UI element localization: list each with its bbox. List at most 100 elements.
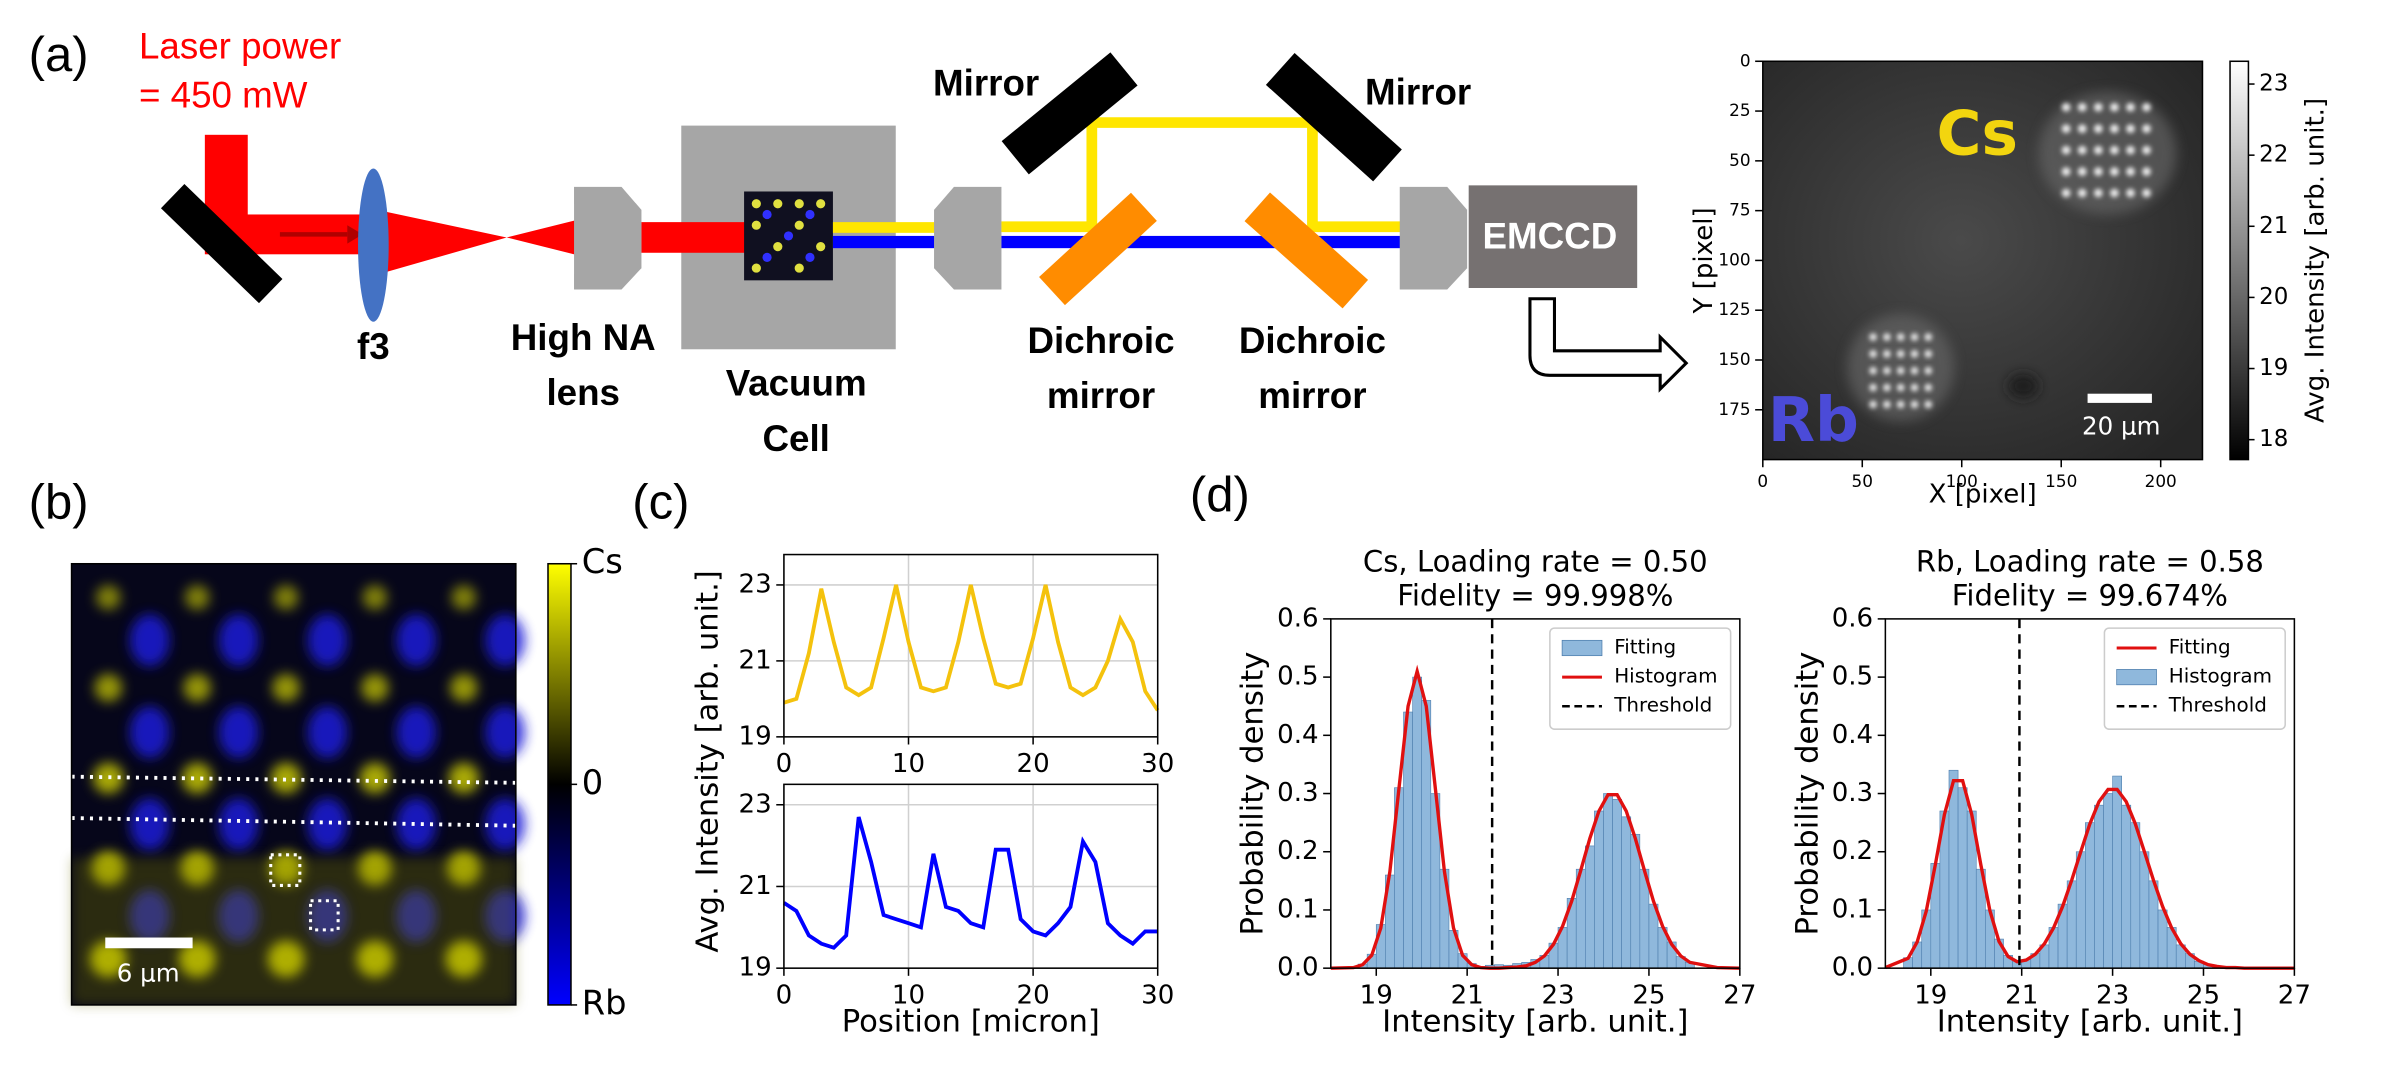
x-axis-label: Intensity [arb. unit.]	[1937, 1004, 2243, 1039]
image-spot	[1896, 333, 1905, 341]
x-tick-label: 30	[1141, 981, 1174, 1011]
rb-fluorescence	[832, 235, 941, 249]
legend-box	[2103, 627, 2286, 730]
image-spot	[129, 798, 170, 851]
hist-bar	[2121, 804, 2132, 969]
mirror-label: Mirror	[933, 62, 1039, 103]
hist-bar	[2139, 851, 2150, 969]
plot-frame	[783, 553, 1159, 738]
x-tick-label: 0	[1757, 471, 1768, 491]
y-tick-label: 0.4	[1277, 720, 1318, 750]
chart-title: Rb, Loading rate = 0.58	[1916, 545, 2264, 579]
y-tick-label: 23	[739, 789, 772, 819]
hist-bar	[1412, 676, 1423, 969]
lens-label: f3	[357, 326, 390, 367]
colorbar-tick-label: 21	[2259, 213, 2288, 239]
image-spot	[2094, 124, 2103, 133]
y-tick-label: 0.5	[1277, 662, 1318, 692]
y-tick-label: 0.3	[1832, 778, 1873, 808]
image-spot	[129, 614, 170, 667]
setup-diagram: Laser power = 450 mW f3 High NA lens Vac…	[139, 26, 1689, 459]
profile-line	[71, 816, 516, 828]
objective	[574, 186, 642, 290]
x-tick-label: 20	[1017, 981, 1050, 1011]
fit-curve	[1884, 779, 2295, 970]
y-axis-label: Y [pixel]	[1689, 207, 1719, 314]
image-spot	[1924, 400, 1933, 409]
scale-bar	[105, 937, 193, 949]
image-spot	[1883, 350, 1891, 358]
image-spot	[451, 585, 476, 610]
annotation: Cs	[1937, 98, 2018, 169]
legend-label: Fitting	[2169, 635, 2231, 658]
line-series	[783, 584, 1160, 712]
image-frame	[70, 562, 517, 1006]
image-spot	[307, 706, 348, 759]
x-tick-label: 21	[2005, 981, 2038, 1011]
objective-label: lens	[546, 372, 620, 413]
line-series	[782, 816, 1158, 950]
y-tick-label: 0.4	[1832, 720, 1873, 750]
image-spot	[2142, 167, 2151, 176]
x-tick-label: 20	[1017, 749, 1050, 779]
x-tick-label: 23	[1541, 981, 1574, 1011]
x-tick-label: 19	[1914, 981, 1947, 1011]
hist-bar	[2157, 909, 2168, 969]
image-spot	[2126, 188, 2135, 198]
x-axis-label: Intensity [arb. unit.]	[1382, 1004, 1688, 1039]
image-spot	[2110, 167, 2119, 176]
profile-line	[71, 774, 516, 785]
cs-fluorescence	[1001, 117, 1403, 233]
hist-bar	[1603, 793, 1613, 969]
y-tick-label: 0.6	[1277, 603, 1318, 633]
panel-label: (b)	[29, 475, 89, 529]
focused-beam	[384, 211, 507, 273]
image-spot	[2077, 145, 2087, 155]
objective	[934, 186, 1002, 290]
hist-bar	[1585, 845, 1595, 969]
image-spot	[396, 614, 437, 667]
y-tick-label: 125	[1718, 299, 1750, 319]
colorbar-tick-label: Rb	[582, 983, 627, 1022]
image-spot	[2061, 188, 2071, 198]
x-axis-label: Position [micron]	[842, 1004, 1100, 1039]
y-tick-label: 150	[1718, 349, 1750, 369]
hist-bar	[2094, 804, 2104, 969]
x-tick-label: 27	[2278, 981, 2311, 1011]
y-tick-label: 25	[1729, 100, 1750, 120]
image-spot	[1869, 333, 1877, 341]
hist-bar	[1957, 787, 1968, 969]
image-spot	[2110, 102, 2119, 112]
image-spot	[361, 674, 389, 702]
camera-label: EMCCD	[1482, 216, 1617, 257]
y-tick-label: 21	[739, 645, 772, 675]
image-spot	[2077, 188, 2087, 198]
image-spot	[396, 706, 437, 759]
dichroic-label: mirror	[1047, 375, 1155, 416]
image-spot	[2077, 124, 2087, 133]
image-spot	[2126, 167, 2135, 176]
panel-label: (a)	[29, 28, 89, 82]
colorbar	[2229, 60, 2250, 461]
hist-bar	[1594, 810, 1604, 969]
objective	[1399, 186, 1468, 290]
x-axis-label: X [pixel]	[1929, 479, 2037, 509]
image-spot	[485, 614, 526, 667]
legend-swatch	[2116, 669, 2157, 686]
legend-label: Histogram	[1614, 665, 1717, 688]
hist-bar	[2103, 793, 2113, 969]
y-tick-label: 0.1	[1277, 894, 1318, 924]
image-spot	[448, 762, 480, 794]
hist-bar	[2112, 775, 2122, 969]
colorbar-tick-label: 20	[2259, 284, 2288, 310]
image-spot	[1883, 383, 1891, 392]
panel-label: (d)	[1190, 468, 1250, 522]
mirror	[1001, 52, 1138, 175]
image-spot	[449, 674, 478, 702]
image-spot	[2094, 102, 2103, 112]
annotation: 20 μm	[2082, 411, 2160, 440]
image-spot	[94, 674, 123, 702]
y-tick-label: 0.3	[1277, 778, 1318, 808]
